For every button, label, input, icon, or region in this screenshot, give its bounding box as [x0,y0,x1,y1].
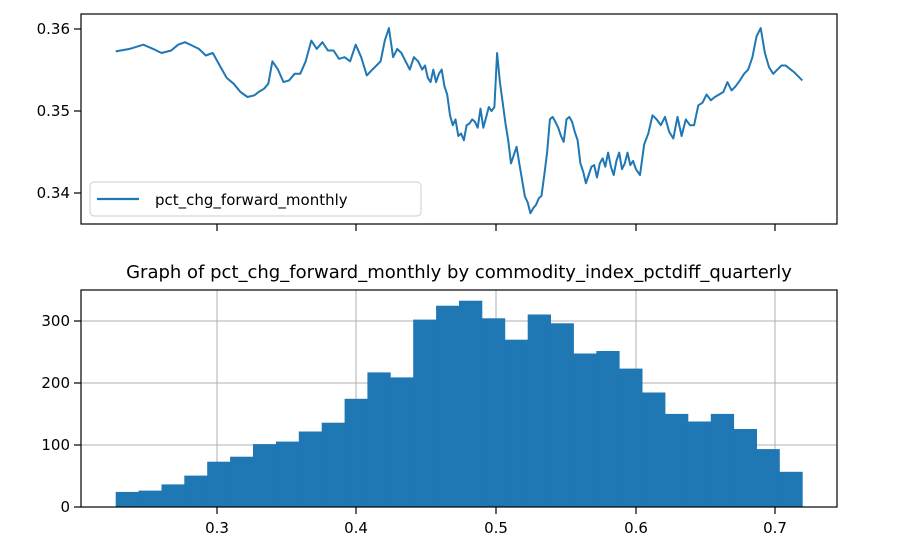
legend: pct_chg_forward_monthly [89,181,422,217]
y-tick-label: 0.35 [37,102,70,120]
histogram-bar [687,421,712,507]
histogram-bar [550,323,574,507]
histogram-bar [344,398,368,507]
histogram-bar [184,475,208,507]
histogram-axes-frame [80,289,838,508]
line-chart-panel: 0.34 0.35 0.36 pct_chg_forward_monthly [37,13,838,231]
y-tick-label: 0.36 [37,20,70,38]
histogram-bar [733,429,757,507]
histogram-bar [481,318,506,507]
histogram-bar [642,392,666,507]
histogram-bar [207,461,231,507]
x-tick-label: 0.4 [344,519,368,537]
histogram-bar [596,351,620,507]
histogram-bar [367,372,391,507]
histogram-bar [321,422,345,507]
x-tick-label: 0.6 [624,519,648,537]
histogram-bars [115,300,803,507]
histogram-bar [779,471,803,507]
histogram-bar [230,456,254,507]
y-tick-label: 0 [60,498,70,516]
histogram-bar [161,484,185,507]
histogram-bar [390,377,414,507]
histogram-title: Graph of pct_chg_forward_monthly by comm… [126,262,792,283]
histogram-bar [573,353,597,507]
histogram-bar [710,413,735,507]
y-tick-label: 100 [41,436,70,454]
histogram-bar [138,490,162,507]
histogram-bar [413,319,437,507]
histogram-bar [115,491,139,507]
y-tick-label: 0.34 [37,184,70,202]
histogram-bar [436,305,460,507]
histogram-bar [527,314,551,507]
legend-label: pct_chg_forward_monthly [155,191,348,210]
y-tick-label: 200 [41,374,70,392]
histogram-bar [298,431,323,507]
line-series-pct-chg-forward-monthly [115,27,804,215]
line-chart-axes-frame [80,13,838,225]
x-tick-label: 0.5 [484,519,508,537]
histogram-bar [459,300,483,507]
x-tick-label: 0.7 [763,519,787,537]
line-chart-ticks: 0.34 0.35 0.36 [37,20,776,231]
histogram-bar [253,444,277,507]
histogram-bar [504,339,529,507]
histogram-bar [665,413,689,507]
histogram-ticks: 0 100 200 300 0.3 0.4 0.5 0.6 0.7 [41,312,787,537]
y-tick-label: 300 [41,312,70,330]
histogram-bar [619,368,643,507]
histogram-bar [756,449,780,507]
legend-box [89,181,422,217]
histogram-panel: Graph of pct_chg_forward_monthly by comm… [41,262,838,537]
x-tick-label: 0.3 [205,519,229,537]
histogram-bar [275,441,300,507]
